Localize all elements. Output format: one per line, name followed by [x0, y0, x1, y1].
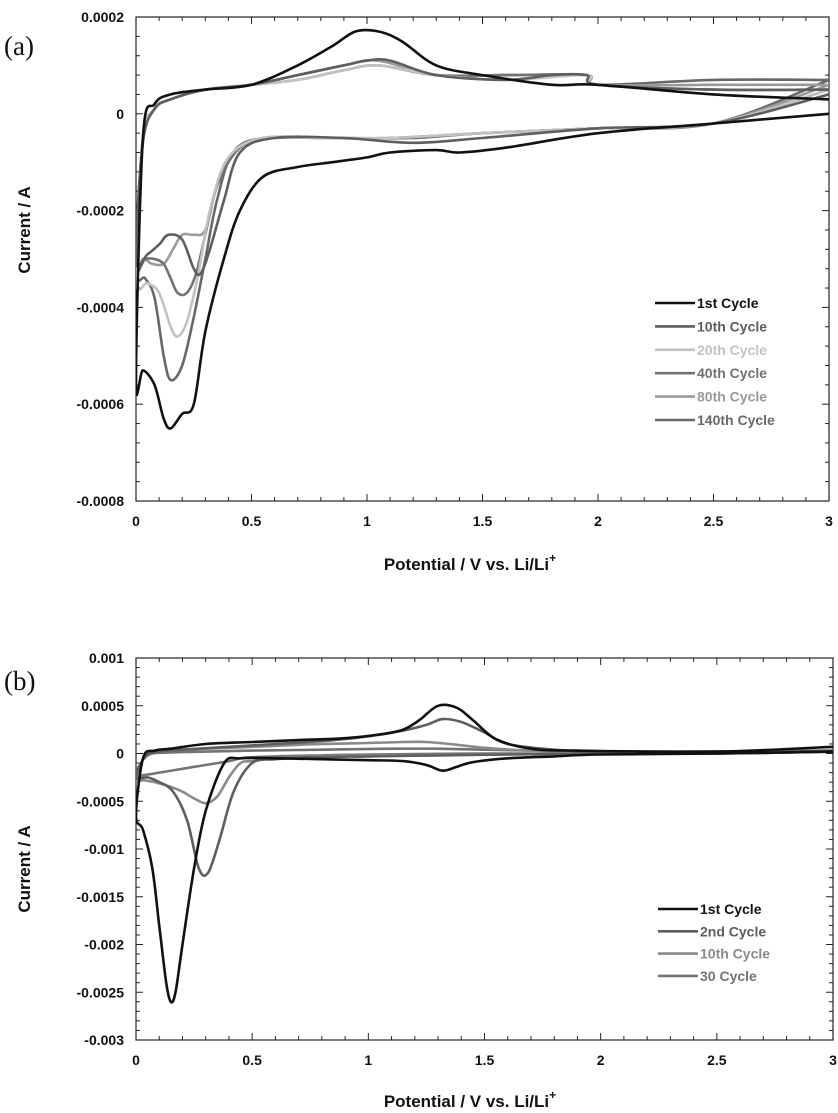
panel-a-x-tick-label: 1.5	[473, 513, 493, 529]
chart-panel-a: (a) 0 0.5 1 1.5 2 2.5 3 0.0002 0 -0.0002 -0.0004 -0…	[4, 9, 833, 574]
panel-b-y-tick-label: 0.0005	[81, 698, 124, 714]
panel-a-y-tick-label: -0.0008	[77, 493, 125, 509]
panel-a-legend-label: 1st Cycle	[697, 295, 759, 311]
panel-a-x-tick-label: 2	[594, 513, 602, 529]
panel-b-series-line	[136, 703, 833, 1004]
panel-a-x-tick-label: 1	[363, 513, 371, 529]
panel-b-x-tick-label: 0	[132, 1052, 140, 1068]
panel-b-legend-label: 30 Cycle	[700, 968, 757, 984]
panel-a-x-tick-label: 0.5	[242, 513, 262, 529]
panel-a-x-axis-title: Potential / V vs. Li/Li+	[384, 551, 556, 574]
panel-b-x-axis-title: Potential / V vs. Li/Li+	[384, 1088, 556, 1111]
panel-a-x-tick-label: 0	[132, 513, 140, 529]
panel-b-x-tick-label: 1	[364, 1052, 372, 1068]
panel-a-label: (a)	[4, 31, 34, 61]
chart-panel-b: (b) 0 0.5 1 1.5 2 2.5 3 0.001 0.0005 0 -0.0005 -0.0…	[4, 650, 837, 1111]
panel-b-x-axis-title-sup: +	[549, 1088, 556, 1102]
panel-a-x-axis-title-main: Potential / V vs. Li/Li	[384, 555, 549, 574]
panel-a-legend-label: 40th Cycle	[697, 365, 767, 381]
panel-b-y-tick-label: -0.003	[84, 1032, 124, 1048]
panel-b-y-tick-label: -0.0005	[77, 793, 125, 809]
panel-b-legend-label: 1st Cycle	[700, 901, 762, 917]
panel-a-series-line	[136, 28, 829, 430]
panel-b-y-tick-label: -0.001	[84, 841, 124, 857]
panel-b-legend-label: 2nd Cycle	[700, 923, 766, 939]
panel-a-legend-label: 20th Cycle	[697, 342, 767, 358]
panel-a-y-axis-title: Current / A	[15, 186, 34, 273]
panel-b-x-tick-label: 2.5	[707, 1052, 727, 1068]
panel-b-y-tick-label: -0.0015	[77, 889, 125, 905]
panel-b-x-tick-label: 1.5	[475, 1052, 495, 1068]
panel-b-y-axis-title: Current / A	[15, 825, 34, 912]
panel-a-legend-label: 140th Cycle	[697, 412, 775, 428]
panel-b-x-tick-label: 0.5	[242, 1052, 262, 1068]
panel-b-x-tick-label: 3	[829, 1052, 837, 1068]
panel-a-series-line	[136, 63, 829, 297]
panel-b-legend-label: 10th Cycle	[700, 946, 770, 962]
panel-a-y-tick-label: -0.0006	[77, 396, 125, 412]
panel-b-label: (b)	[4, 666, 35, 696]
panel-a-x-tick-label: 2.5	[704, 513, 724, 529]
panel-b-x-axis-title-main: Potential / V vs. Li/Li	[384, 1092, 549, 1111]
panel-b-y-tick-label: 0.001	[89, 650, 124, 666]
panel-a-y-tick-label: -0.0004	[77, 299, 125, 315]
panel-a-legend-label: 10th Cycle	[697, 318, 767, 334]
panel-b-x-tick-label: 2	[597, 1052, 605, 1068]
panel-b-y-tick-label: 0	[116, 746, 124, 762]
panel-a-y-tick-label: 0.0002	[81, 9, 124, 25]
panel-a-series-line	[136, 57, 829, 277]
panel-a-legend-label: 80th Cycle	[697, 389, 767, 405]
panel-b-y-tick-label: -0.0025	[77, 984, 125, 1000]
panel-a-x-tick-label: 3	[825, 513, 833, 529]
panel-b-y-tick-label: -0.002	[84, 937, 124, 953]
panel-a-plot-area: 0 0.5 1 1.5 2 2.5 3 0.0002 0 -0.0002 -0.0004 -0.000…	[77, 9, 834, 529]
panel-b-series-line	[136, 717, 833, 878]
panel-a-y-tick-label: 0	[116, 106, 124, 122]
panel-a-series-line	[136, 58, 829, 278]
panel-a-y-tick-label: -0.0002	[77, 203, 125, 219]
panel-a-x-axis-title-sup: +	[549, 551, 556, 565]
panel-b-plot-area: 0 0.5 1 1.5 2 2.5 3 0.001 0.0005 0 -0.0005 -0.001 -0…	[77, 650, 838, 1068]
